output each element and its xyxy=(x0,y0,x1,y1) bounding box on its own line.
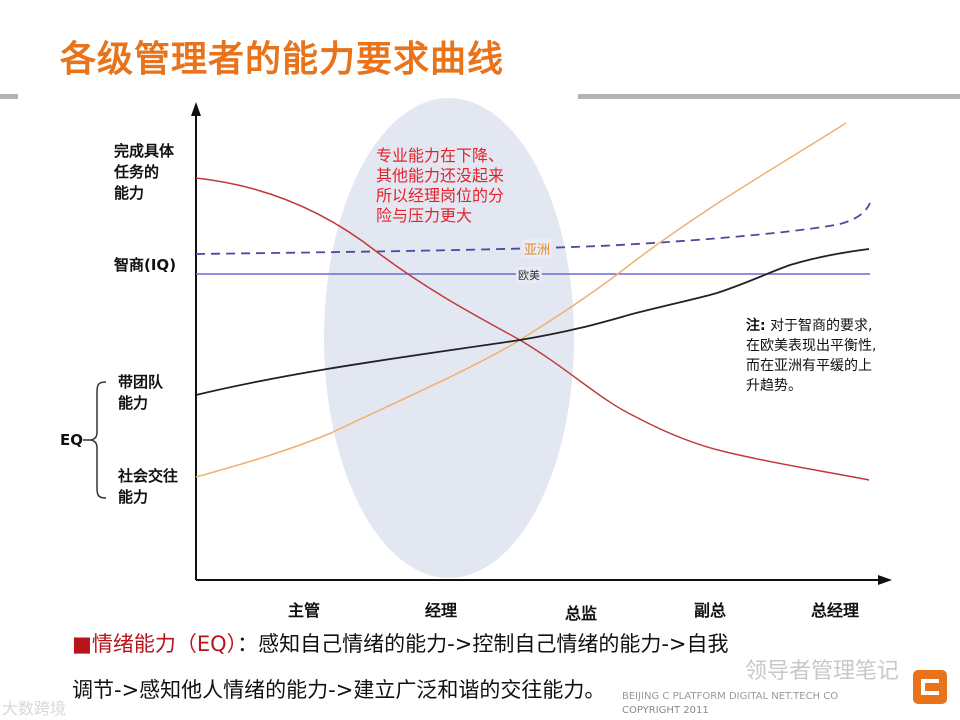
manager-risk-zone xyxy=(324,98,574,578)
watermark-right: 领导者管理笔记 xyxy=(745,659,900,684)
x-label-manager: 经理 xyxy=(424,601,458,620)
y-label-iq: 智商(IQ) xyxy=(114,256,177,274)
footer-copyright: COPYRIGHT 2011 xyxy=(622,705,709,716)
bullet-icon: ■ xyxy=(72,632,92,656)
x-label-supervisor: 主管 xyxy=(287,601,321,620)
note-prefix: 注: xyxy=(746,318,766,334)
note-line: 对于智商的要求, xyxy=(770,318,873,334)
y-label-line: 能力 xyxy=(114,184,145,202)
eq-colon: ： xyxy=(237,632,259,656)
team-ability-curve xyxy=(195,248,870,396)
x-label-gm: 总经理 xyxy=(810,601,860,620)
y-label-social-ability: 社会交往 能力 xyxy=(118,466,178,508)
y-label-line: 带团队 xyxy=(118,373,164,391)
callout-line: 专业能力在下降、 xyxy=(376,146,505,165)
eq-heading: 情绪能力（EQ） xyxy=(91,632,238,656)
callout-line: 所以经理岗位的分 xyxy=(376,186,505,205)
iq-asia-line xyxy=(195,202,871,255)
y-label-eq: EQ xyxy=(60,431,83,449)
manager-risk-callout: 专业能力在下降、 其他能力还没起来 所以经理岗位的分 险与压力更大 xyxy=(376,146,576,226)
watermark-left: 大数跨境 xyxy=(2,699,67,718)
y-label-line: 任务的 xyxy=(114,163,160,181)
eq-definition-line-1: ■情绪能力（EQ）：感知自己情绪的能力->控制自己情绪的能力->自我 xyxy=(72,632,729,657)
y-axis-arrow xyxy=(191,102,201,116)
y-label-line: 完成具体 xyxy=(114,142,175,160)
west-line-label: 欧美 xyxy=(516,267,542,283)
iq-note: 注: 对于智商的要求, 在欧美表现出平衡性, 而在亚洲有平缓的上 升趋势。 xyxy=(746,316,936,396)
x-axis-arrow xyxy=(878,575,892,585)
x-label-director: 总监 xyxy=(564,604,598,623)
brand-logo-icon xyxy=(913,670,947,704)
title-rule-left xyxy=(0,94,18,99)
y-label-line: 能力 xyxy=(118,394,149,412)
title-rule-right xyxy=(578,94,960,99)
y-label-team-ability: 带团队 能力 xyxy=(118,372,163,414)
callout-line: 险与压力更大 xyxy=(376,206,473,225)
note-line: 在欧美表现出平衡性, xyxy=(746,338,877,354)
x-label-vp: 副总 xyxy=(693,601,727,620)
y-label-task-ability: 完成具体 任务的 能力 xyxy=(114,141,174,204)
y-label-line: 能力 xyxy=(118,488,149,506)
note-line: 而在亚洲有平缓的上 xyxy=(746,358,872,374)
eq-bracket xyxy=(90,381,107,499)
page-title: 各级管理者的能力要求曲线 xyxy=(60,39,505,80)
task-ability-curve xyxy=(195,177,870,481)
footer-platform: BEIJING C PLATFORM DIGITAL NET.TECH CO xyxy=(622,691,839,702)
y-label-line: 社会交往 xyxy=(118,467,179,485)
eq-definition-line-2: 调节->感知他人情绪的能力->建立广泛和谐的交往能力。 xyxy=(72,678,606,702)
note-line: 升趋势。 xyxy=(746,378,802,394)
asia-line-label: 亚洲 xyxy=(522,239,553,258)
eq-definition-text: 感知自己情绪的能力->控制自己情绪的能力->自我 xyxy=(258,632,729,656)
callout-line: 其他能力还没起来 xyxy=(376,166,505,185)
